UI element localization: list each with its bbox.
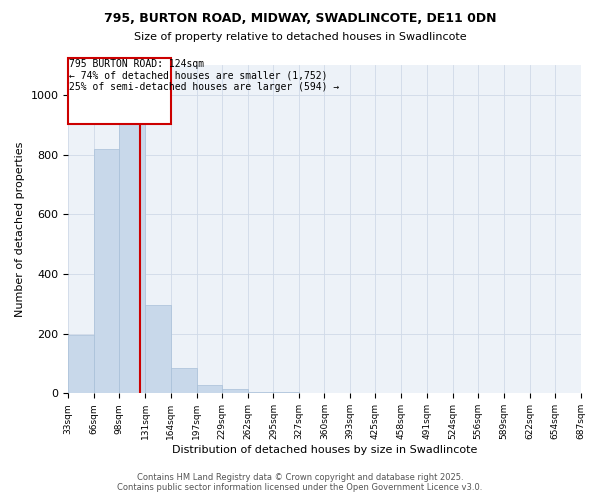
Bar	[171, 368, 197, 394]
Text: 795, BURTON ROAD, MIDWAY, SWADLINCOTE, DE11 0DN: 795, BURTON ROAD, MIDWAY, SWADLINCOTE, D…	[104, 12, 496, 26]
Bar	[68, 58, 171, 124]
Bar	[197, 385, 222, 394]
Bar	[248, 392, 274, 394]
X-axis label: Distribution of detached houses by size in Swadlincote: Distribution of detached houses by size …	[172, 445, 477, 455]
Bar	[119, 116, 145, 394]
Bar	[145, 306, 171, 394]
Text: 795 BURTON ROAD: 124sqm
← 74% of detached houses are smaller (1,752)
25% of semi: 795 BURTON ROAD: 124sqm ← 74% of detache…	[70, 59, 340, 92]
Bar	[68, 335, 94, 394]
Y-axis label: Number of detached properties: Number of detached properties	[15, 142, 25, 317]
Bar	[222, 389, 248, 394]
Text: Contains HM Land Registry data © Crown copyright and database right 2025.
Contai: Contains HM Land Registry data © Crown c…	[118, 473, 482, 492]
Bar	[94, 148, 119, 394]
Text: Size of property relative to detached houses in Swadlincote: Size of property relative to detached ho…	[134, 32, 466, 42]
Bar	[274, 392, 299, 394]
